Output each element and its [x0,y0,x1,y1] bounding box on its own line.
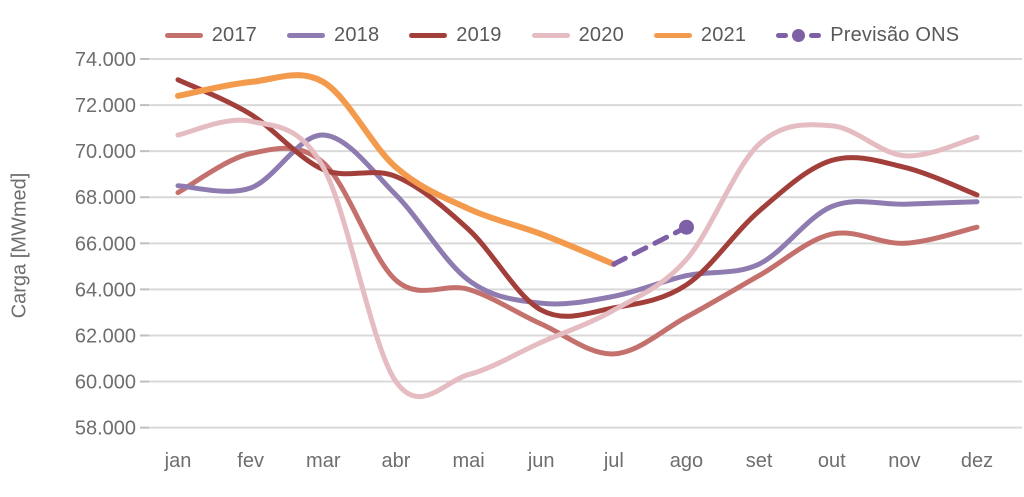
legend-item-previsao-ons: Previsão ONS [776,24,959,47]
series-line-2019 [175,77,980,319]
legend-swatch-previsao-icon [776,29,822,42]
legend-item-2018: 2018 [287,24,379,47]
series-line-2021 [175,72,617,268]
x-tick-label: mar [306,450,341,472]
legend-label: 2021 [700,24,747,46]
legend-label: 2019 [456,24,502,46]
y-tick-label: 64.000 [75,279,136,301]
legend-label: 2020 [578,24,624,46]
legend: 2017 2018 2019 2020 2021 Previsão ONS [110,24,1014,47]
x-tick-label: ago [670,450,703,472]
x-tick-label: out [818,450,846,472]
x-tick-label: jul [603,450,624,472]
legend-swatch-2019-icon [409,33,448,38]
forecast-marker [678,219,694,235]
x-tick-label: dez [961,450,993,472]
legend-item-2019: 2019 [409,24,501,47]
x-tick-label: nov [888,450,920,472]
x-tick-label: jan [164,450,192,472]
legend-label: Previsão ONS [830,24,960,46]
legend-label: 2017 [211,24,257,46]
legend-swatch-2018-icon [287,33,325,38]
series-line-2018 [175,132,980,307]
x-tick-label: abr [381,450,410,472]
x-tick-label: mai [452,450,484,472]
series-line-2020 [175,117,980,399]
legend-item-2020: 2020 [531,24,624,47]
legend-swatch-2020-icon [531,33,570,38]
x-tick-label: jun [527,450,555,472]
y-tick-label: 62.000 [75,325,136,347]
y-tick-label: 60.000 [75,372,136,394]
legend-item-2021: 2021 [653,24,747,47]
y-tick-label: 58.000 [75,418,136,440]
legend-swatch-2017-icon [164,33,203,38]
y-tick-label: 72.000 [75,95,136,117]
legend-swatch-2021-icon [653,33,692,38]
x-tick-label: fev [237,450,264,472]
y-tick-label: 74.000 [75,49,136,71]
legend-label: 2018 [334,24,380,46]
x-tick-label: set [746,450,773,472]
y-tick-label: 70.000 [75,141,136,163]
series-line-previsão-ons [611,224,689,267]
y-tick-label: 68.000 [75,187,136,209]
y-tick-label: 66.000 [75,233,136,255]
legend-item-2017: 2017 [164,24,257,47]
